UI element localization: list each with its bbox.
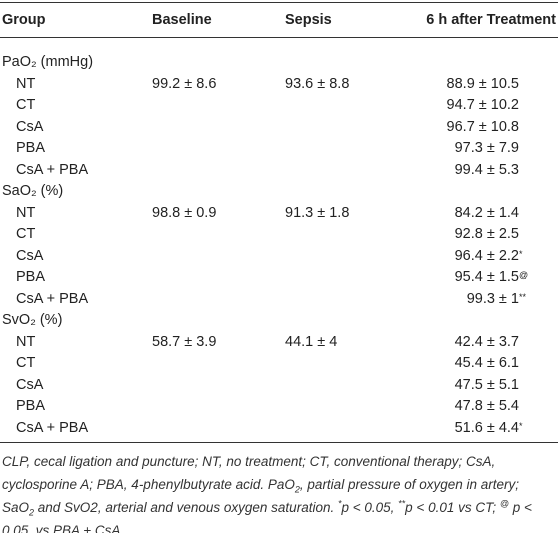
footnote-line: CLP, cecal ligation and puncture; NT, no… [2,453,495,471]
footnote-line: cyclosporine A; PBA, 4-phenylbutyrate ac… [2,476,519,494]
footnote-text: 0.05, vs PBA + CsA. [2,523,125,533]
after-cell: 99.3 ± 1 ** [466,290,527,307]
group-cell: CsA + PBA [16,161,89,178]
sepsis-cell: 93.6 ± 8.8 [285,75,350,92]
section-label: SvO₂ (%) [2,312,63,328]
group-cell: CsA + PBA [16,290,89,307]
group-cell: CsA [16,247,44,264]
column-header: Baseline [152,12,212,28]
baseline-cell: 98.8 ± 0.9 [152,204,217,221]
group-cell: CsA [16,376,44,393]
column-header: 6 h after Treatment [426,12,556,28]
group-cell: CT [16,97,36,113]
footnote-text: p < [508,500,532,515]
group-cell: NT [16,75,36,92]
group-cell: CsA [16,118,44,135]
after-cell: 99.4 ± 5.3 [454,161,519,178]
footnote-text: ** [398,498,406,509]
footnote-text: 2 [294,484,300,495]
footnote-text: 2 [29,507,35,518]
footnote-text: cyclosporine A; PBA, 4-phenylbutyrate ac… [2,477,295,492]
column-header: Group [2,12,46,28]
column-header: Sepsis [285,12,332,28]
top-rule [0,2,558,3]
after-cell: 45.4 ± 6.1 [454,355,519,371]
footnote-text: and SvO2, arterial and venous oxygen sat… [34,500,338,515]
group-cell: PBA [16,140,46,156]
after-cell: 88.9 ± 10.5 [446,75,519,92]
footnote-text: , partial pressure of oxygen in artery; [299,477,520,492]
after-cell: 92.8 ± 2.5 [454,226,519,242]
footnote-text: CLP, cecal ligation and puncture; NT, no… [2,454,496,469]
after-cell: 96.4 ± 2.2 * [454,247,523,264]
baseline-cell: 58.7 ± 3.9 [152,333,217,350]
after-cell: 51.6 ± 4.4 * [454,419,523,436]
section-label: SaO₂ (%) [2,183,64,199]
footnote-line: SaO2 and SvO2, arterial and venous oxyge… [2,499,532,517]
group-cell: PBA [16,269,46,285]
footnote-line: 0.05, vs PBA + CsA. [2,522,124,533]
footnote-text: @ [499,498,509,509]
baseline-cell: 99.2 ± 8.6 [152,75,217,92]
after-cell: 47.5 ± 5.1 [454,376,519,393]
bottom-rule [0,442,558,443]
group-cell: CT [16,226,36,242]
after-cell: 96.7 ± 10.8 [446,118,519,135]
group-cell: CsA + PBA [16,419,89,436]
footnote-text: p < 0.01 vs CT; [405,500,500,515]
footnote-text: p < 0.05, [341,500,399,515]
group-cell: CT [16,355,36,371]
after-cell: 47.8 ± 5.4 [454,398,519,414]
sepsis-cell: 44.1 ± 4 [285,333,338,350]
sepsis-cell: 91.3 ± 1.8 [285,204,350,221]
group-cell: PBA [16,398,46,414]
group-cell: NT [16,204,36,221]
after-cell: 94.7 ± 10.2 [446,97,519,113]
after-cell: 97.3 ± 7.9 [454,140,519,156]
after-cell: 42.4 ± 3.7 [454,333,519,350]
group-cell: NT [16,333,36,350]
footnote-text: SaO [2,500,30,515]
after-cell: 95.4 ± 1.5 @ [454,269,529,285]
after-cell: 84.2 ± 1.4 [454,204,519,221]
footnote-text: * [337,498,342,509]
header-rule [0,37,558,38]
section-label: PaO₂ (mmHg) [2,54,94,70]
